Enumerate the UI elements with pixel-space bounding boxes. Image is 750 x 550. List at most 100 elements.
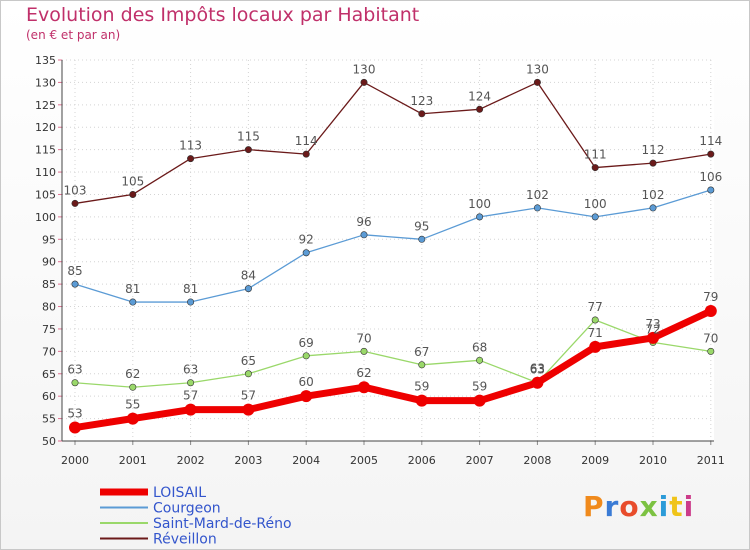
data-label-loisail: 79 [703, 290, 718, 304]
series-line-loisail [74, 307, 713, 432]
y-tick-label: 135 [35, 54, 56, 67]
y-tick-label: 125 [35, 99, 56, 112]
y-tick-label: 65 [42, 368, 56, 381]
data-point-loisail [126, 412, 139, 425]
grid-layer [62, 59, 714, 442]
data-point-saint-mard-de-reno [418, 361, 426, 369]
chart-subtitle: (en € et par an) [26, 28, 121, 42]
data-label-saint-mard-de-reno: 63 [183, 363, 198, 377]
data-label-loisail: 59 [472, 380, 487, 394]
data-label-loisail: 73 [645, 317, 660, 331]
data-label-reveillon: 115 [237, 130, 260, 144]
legend: LOISAILCourgeonSaint-Mard-de-RénoRéveill… [100, 485, 292, 548]
data-label-courgeon: 84 [241, 269, 256, 283]
data-point-reveillon [244, 146, 252, 154]
data-label-courgeon: 81 [183, 282, 198, 296]
data-point-courgeon [244, 285, 252, 293]
y-tick-label: 60 [42, 390, 56, 403]
data-label-reveillon: 103 [64, 183, 87, 197]
data-point-loisail [647, 331, 659, 344]
data-point-saint-mard-de-reno [591, 316, 599, 324]
data-label-loisail: 71 [588, 326, 603, 340]
data-label-reveillon: 114 [699, 134, 722, 148]
data-point-courgeon [649, 204, 657, 212]
data-label-saint-mard-de-reno: 65 [241, 354, 256, 368]
data-label-saint-mard-de-reno: 62 [125, 367, 140, 381]
data-point-courgeon [591, 213, 599, 221]
data-label-courgeon: 106 [699, 170, 722, 184]
data-point-reveillon [71, 199, 79, 207]
data-point-courgeon [418, 235, 426, 243]
data-label-reveillon: 130 [353, 62, 376, 76]
x-tick-label: 2006 [408, 454, 436, 467]
y-tick-label: 105 [35, 188, 56, 201]
data-point-loisail [69, 421, 81, 434]
data-point-courgeon [187, 298, 195, 306]
data-label-reveillon: 113 [179, 139, 202, 153]
data-label-loisail: 62 [356, 366, 371, 380]
data-point-courgeon [707, 186, 715, 194]
proxiti-logo: Proxiti [583, 490, 695, 523]
data-point-saint-mard-de-reno [707, 347, 715, 355]
legend-label: Réveillon [153, 532, 217, 548]
data-point-reveillon [302, 150, 310, 158]
data-label-courgeon: 96 [356, 215, 371, 229]
data-label-reveillon: 130 [526, 62, 549, 76]
data-label-saint-mard-de-reno: 63 [530, 363, 545, 377]
data-label-reveillon: 114 [295, 134, 318, 148]
series-layer [69, 78, 717, 434]
data-label-reveillon: 123 [410, 94, 433, 108]
legend-label: Courgeon [153, 501, 221, 517]
data-point-loisail [242, 403, 255, 416]
x-tick-label: 2010 [639, 454, 667, 467]
data-label-loisail: 55 [125, 398, 140, 412]
y-tick-label: 115 [35, 144, 56, 157]
data-point-loisail [300, 390, 313, 403]
data-label-saint-mard-de-reno: 70 [703, 331, 718, 345]
data-point-reveillon [649, 159, 657, 167]
data-label-courgeon: 102 [526, 188, 549, 202]
data-point-reveillon [476, 105, 484, 113]
data-point-saint-mard-de-reno [187, 379, 195, 387]
data-point-loisail [531, 376, 544, 389]
data-label-courgeon: 100 [584, 197, 607, 211]
data-point-reveillon [707, 150, 715, 158]
y-tick-label: 75 [42, 323, 56, 336]
legend-label: Saint-Mard-de-Réno [153, 516, 292, 532]
y-tick-label: 50 [42, 435, 56, 448]
data-label-saint-mard-de-reno: 67 [414, 345, 429, 359]
data-label-courgeon: 102 [642, 188, 665, 202]
x-tick-label: 2008 [523, 454, 551, 467]
y-tick-label: 90 [42, 256, 56, 269]
y-tick-label: 120 [35, 121, 56, 134]
x-tick-label: 2009 [581, 454, 609, 467]
data-point-loisail [589, 340, 602, 353]
data-label-reveillon: 111 [584, 148, 607, 162]
data-label-saint-mard-de-reno: 70 [356, 331, 371, 345]
y-tick-label: 100 [35, 211, 56, 224]
data-label-loisail: 57 [183, 389, 198, 403]
data-label-saint-mard-de-reno: 63 [67, 363, 82, 377]
x-tick-label: 2004 [292, 454, 320, 467]
x-tick-label: 2000 [61, 454, 89, 467]
y-tick-label: 80 [42, 301, 56, 314]
data-point-courgeon [129, 298, 137, 306]
data-point-courgeon [302, 249, 310, 257]
x-tick-label: 2007 [466, 454, 494, 467]
data-label-courgeon: 85 [67, 264, 82, 278]
data-label-loisail: 53 [67, 407, 82, 421]
data-label-saint-mard-de-reno: 68 [472, 340, 487, 354]
data-point-saint-mard-de-reno [244, 370, 252, 378]
y-tick-label: 110 [35, 166, 56, 179]
data-point-reveillon [418, 110, 426, 118]
data-label-courgeon: 81 [125, 282, 140, 296]
data-point-saint-mard-de-reno [302, 352, 310, 360]
y-tick-label: 95 [42, 233, 56, 246]
data-point-courgeon [476, 213, 484, 221]
data-point-courgeon [533, 204, 541, 212]
plot-area [62, 60, 714, 441]
data-label-loisail: 60 [299, 375, 314, 389]
data-point-loisail [358, 381, 370, 394]
x-tick-label: 2003 [234, 454, 262, 467]
